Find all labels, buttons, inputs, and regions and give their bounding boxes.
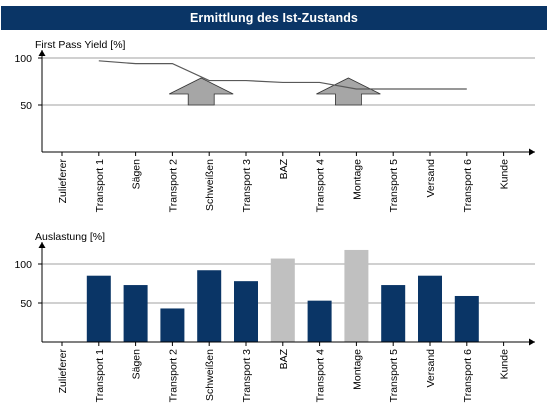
bar	[418, 275, 442, 342]
x-tick-label: Versand	[425, 349, 437, 388]
bar	[123, 285, 148, 342]
x-tick-label: Transport 6	[462, 159, 474, 212]
bar	[381, 285, 406, 342]
y-axis-arrowhead	[38, 242, 46, 248]
x-tick-label: Sägen	[131, 159, 143, 190]
x-tick-label: Montage	[351, 159, 363, 200]
x-tick-label: BAZ	[278, 158, 290, 179]
x-tick-label: Sägen	[131, 349, 143, 380]
x-tick-label: Transport 3	[241, 349, 253, 402]
bar	[86, 275, 111, 342]
bar	[197, 270, 222, 342]
bar	[454, 295, 479, 342]
x-tick-label: Transport 4	[315, 159, 327, 212]
x-tick-label: Kunde	[499, 349, 511, 380]
x-tick-label: Schweißen	[204, 349, 216, 401]
y-tick-label: 100	[14, 259, 32, 271]
x-tick-label: Kunde	[499, 159, 511, 190]
y-tick-label: 50	[20, 298, 32, 310]
y-axis-label: First Pass Yield [%]	[35, 39, 126, 51]
improvement-arrow	[169, 77, 234, 106]
fpy-line	[98, 60, 467, 90]
bar	[344, 249, 369, 342]
x-tick-label: Transport 6	[462, 349, 474, 402]
bar	[160, 308, 185, 342]
x-tick-label: Zulieferer	[57, 159, 69, 204]
improvement-arrow	[316, 77, 381, 106]
x-tick-label: Montage	[351, 349, 363, 390]
x-tick-label: Zulieferer	[57, 349, 69, 394]
y-tick-label: 100	[14, 53, 32, 65]
x-axis-arrowhead	[529, 148, 535, 156]
x-tick-label: Transport 2	[167, 159, 179, 212]
y-axis-arrowhead	[38, 50, 46, 56]
y-axis-label: Auslastung [%]	[35, 231, 105, 243]
x-tick-label: Transport 3	[241, 159, 253, 212]
page-title: Ermittlung des Ist-Zustands	[190, 11, 358, 25]
first-pass-yield-chart: First Pass Yield [%] 50 100 Zulieferer Trans…	[14, 39, 535, 212]
auslastung-chart: Auslastung [%] 50 100 Zulieferer Transport 1…	[14, 231, 535, 402]
x-tick-label: Schweißen	[204, 159, 216, 211]
x-tick-label: Versand	[425, 159, 437, 198]
x-tick-label: Transport 5	[388, 349, 400, 402]
x-tick-label: Transport 4	[315, 349, 327, 402]
bar	[307, 300, 332, 342]
x-tick-label: BAZ	[278, 348, 290, 369]
bar	[234, 281, 258, 342]
x-tick-label: Transport 2	[167, 349, 179, 402]
y-tick-label: 50	[20, 100, 32, 112]
bar	[270, 258, 295, 342]
title-banner: Ermittlung des Ist-Zustands	[1, 6, 547, 30]
x-tick-label: Transport 1	[94, 349, 106, 402]
x-tick-label: Transport 5	[388, 159, 400, 212]
x-tick-label: Transport 1	[94, 159, 106, 212]
